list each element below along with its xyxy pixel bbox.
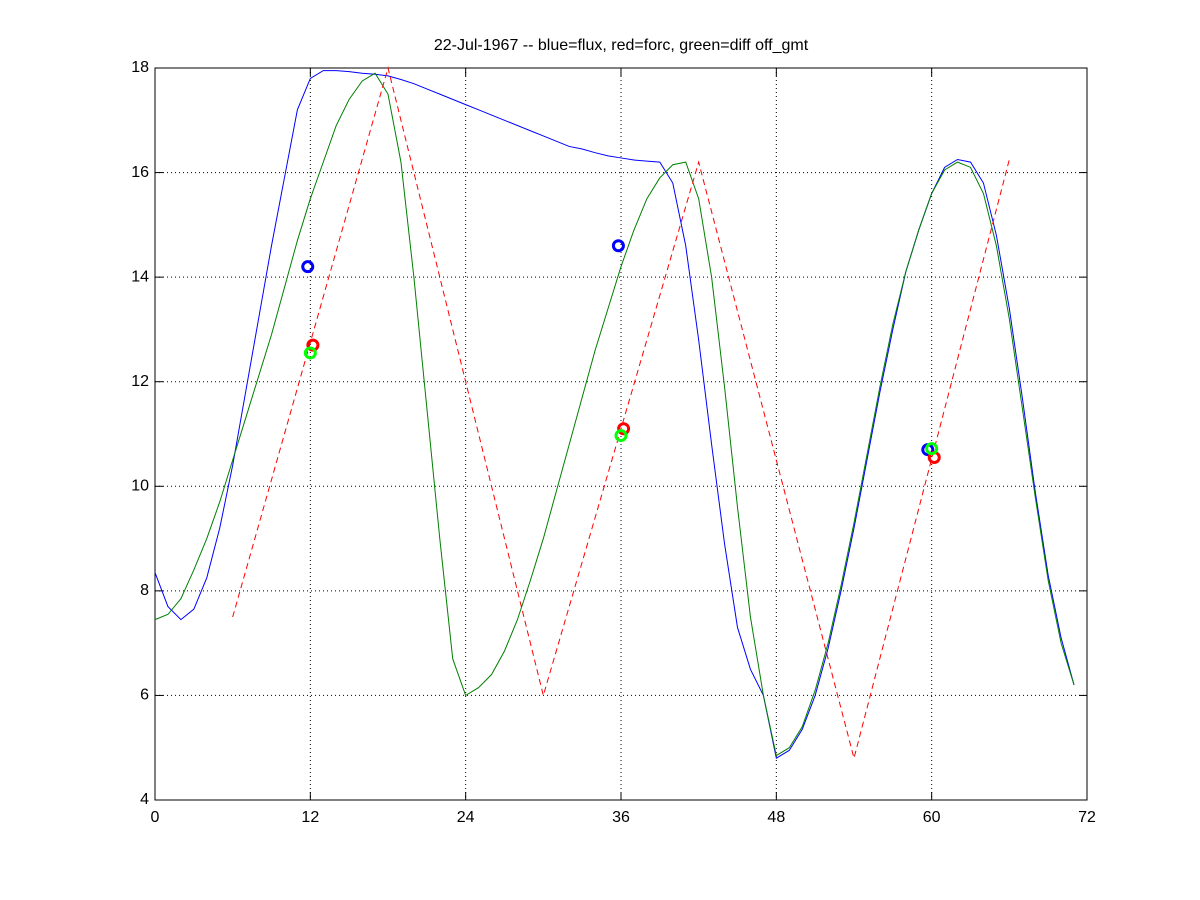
x-tick-label: 12 — [301, 809, 319, 826]
y-tick-label: 14 — [131, 268, 149, 285]
x-tick-label: 60 — [923, 809, 941, 826]
marker — [925, 442, 939, 456]
chart-title: 22-Jul-1967 -- blue=flux, red=forc, gree… — [434, 37, 809, 54]
plot-frame — [154, 67, 1088, 801]
x-tick-label: 72 — [1078, 809, 1096, 826]
series-line — [154, 72, 1075, 757]
marker — [303, 346, 317, 360]
y-tick-label: 16 — [131, 164, 149, 181]
series-line — [232, 66, 1010, 761]
x-tick-label: 24 — [457, 809, 475, 826]
x-tick-label: 48 — [767, 809, 785, 826]
y-tick-label: 18 — [131, 59, 149, 76]
y-tick-label: 8 — [140, 582, 149, 599]
marker — [614, 429, 628, 443]
y-tick-label: 6 — [140, 687, 149, 704]
x-tick-label: 0 — [151, 809, 160, 826]
y-tick-label: 12 — [131, 373, 149, 390]
x-tick-label: 36 — [612, 809, 630, 826]
marker — [301, 260, 315, 274]
marker — [617, 422, 631, 436]
marker — [611, 239, 625, 253]
y-tick-label: 4 — [140, 791, 149, 808]
y-tick-label: 10 — [131, 478, 149, 495]
